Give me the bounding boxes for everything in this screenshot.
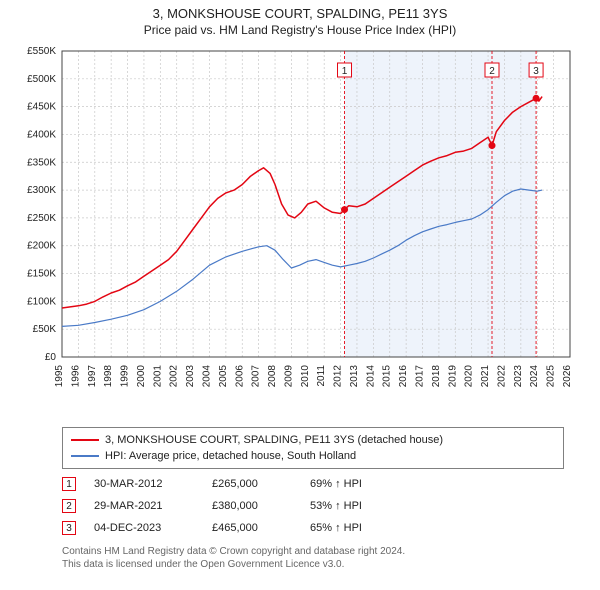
svg-text:2010: 2010 — [300, 365, 311, 388]
svg-text:2013: 2013 — [349, 365, 360, 388]
svg-text:2002: 2002 — [169, 365, 180, 388]
event-pct: 65% ↑ HPI — [310, 522, 362, 534]
svg-text:£0: £0 — [45, 352, 57, 363]
event-date: 04-DEC-2023 — [94, 522, 194, 534]
svg-text:2000: 2000 — [136, 365, 147, 388]
svg-text:3: 3 — [533, 66, 539, 77]
event-date: 29-MAR-2021 — [94, 500, 194, 512]
svg-text:2014: 2014 — [365, 365, 376, 388]
page-subtitle: Price paid vs. HM Land Registry's House … — [0, 21, 600, 41]
svg-text:2024: 2024 — [529, 365, 540, 388]
svg-text:1995: 1995 — [54, 365, 65, 388]
svg-text:£450K: £450K — [27, 102, 56, 113]
svg-text:2015: 2015 — [382, 365, 393, 388]
svg-text:2016: 2016 — [398, 365, 409, 388]
event-pct: 53% ↑ HPI — [310, 500, 362, 512]
svg-text:£500K: £500K — [27, 74, 56, 85]
svg-text:2007: 2007 — [251, 365, 262, 388]
event-row: 1 30-MAR-2012 £265,000 69% ↑ HPI — [62, 473, 564, 495]
event-marker: 1 — [62, 477, 76, 491]
svg-text:£350K: £350K — [27, 157, 56, 168]
svg-text:2017: 2017 — [415, 365, 426, 388]
svg-text:1998: 1998 — [103, 365, 114, 388]
svg-text:2001: 2001 — [152, 365, 163, 388]
price-chart: £0 £50K £100K £150K £200K £250K £300K £350K £400… — [0, 41, 600, 421]
event-pct: 69% ↑ HPI — [310, 478, 362, 490]
event-marker: 2 — [62, 499, 76, 513]
svg-text:2011: 2011 — [316, 365, 327, 387]
legend-label: 3, MONKSHOUSE COURT, SPALDING, PE11 3YS … — [105, 434, 443, 446]
event-table: 1 30-MAR-2012 £265,000 69% ↑ HPI 2 29-MAR-202… — [62, 473, 564, 539]
svg-text:1996: 1996 — [70, 365, 81, 388]
chart-svg: £0 £50K £100K £150K £200K £250K £300K £350K £400… — [0, 41, 600, 421]
svg-text:2003: 2003 — [185, 365, 196, 388]
svg-text:1: 1 — [342, 66, 348, 77]
svg-text:2008: 2008 — [267, 365, 278, 388]
attribution-text: Contains HM Land Registry data © Crown c… — [62, 545, 564, 571]
svg-text:2009: 2009 — [283, 365, 294, 388]
svg-text:2006: 2006 — [234, 365, 245, 388]
svg-text:£300K: £300K — [27, 185, 56, 196]
svg-text:£100K: £100K — [27, 296, 56, 307]
event-row: 2 29-MAR-2021 £380,000 53% ↑ HPI — [62, 495, 564, 517]
legend-swatch — [71, 439, 99, 441]
svg-text:£400K: £400K — [27, 129, 56, 140]
event-price: £265,000 — [212, 478, 292, 490]
page-title: 3, MONKSHOUSE COURT, SPALDING, PE11 3YS — [0, 0, 600, 21]
event-price: £465,000 — [212, 522, 292, 534]
svg-text:£50K: £50K — [33, 324, 57, 335]
svg-text:£200K: £200K — [27, 241, 56, 252]
svg-text:2025: 2025 — [546, 365, 557, 388]
svg-text:2005: 2005 — [218, 365, 229, 388]
svg-text:2019: 2019 — [447, 365, 458, 388]
svg-text:1997: 1997 — [87, 365, 98, 388]
attribution-line-2: This data is licensed under the Open Gov… — [62, 558, 564, 571]
legend-label: HPI: Average price, detached house, Sout… — [105, 450, 356, 462]
svg-text:2: 2 — [489, 66, 495, 77]
svg-text:2021: 2021 — [480, 365, 491, 388]
svg-text:2023: 2023 — [513, 365, 524, 388]
legend-row: HPI: Average price, detached house, Sout… — [71, 448, 555, 464]
svg-text:2026: 2026 — [562, 365, 573, 388]
legend-swatch — [71, 455, 99, 457]
svg-text:2004: 2004 — [201, 365, 212, 388]
event-price: £380,000 — [212, 500, 292, 512]
svg-text:2020: 2020 — [464, 365, 475, 388]
attribution-line-1: Contains HM Land Registry data © Crown c… — [62, 545, 564, 558]
event-marker: 3 — [62, 521, 76, 535]
chart-legend: 3, MONKSHOUSE COURT, SPALDING, PE11 3YS … — [62, 427, 564, 469]
svg-text:1999: 1999 — [120, 365, 131, 388]
svg-text:£250K: £250K — [27, 213, 56, 224]
svg-text:£550K: £550K — [27, 46, 56, 57]
event-row: 3 04-DEC-2023 £465,000 65% ↑ HPI — [62, 517, 564, 539]
svg-text:£150K: £150K — [27, 269, 56, 280]
event-date: 30-MAR-2012 — [94, 478, 194, 490]
legend-row: 3, MONKSHOUSE COURT, SPALDING, PE11 3YS … — [71, 432, 555, 448]
svg-text:2022: 2022 — [496, 365, 507, 388]
svg-text:2012: 2012 — [333, 365, 344, 388]
svg-text:2018: 2018 — [431, 365, 442, 388]
